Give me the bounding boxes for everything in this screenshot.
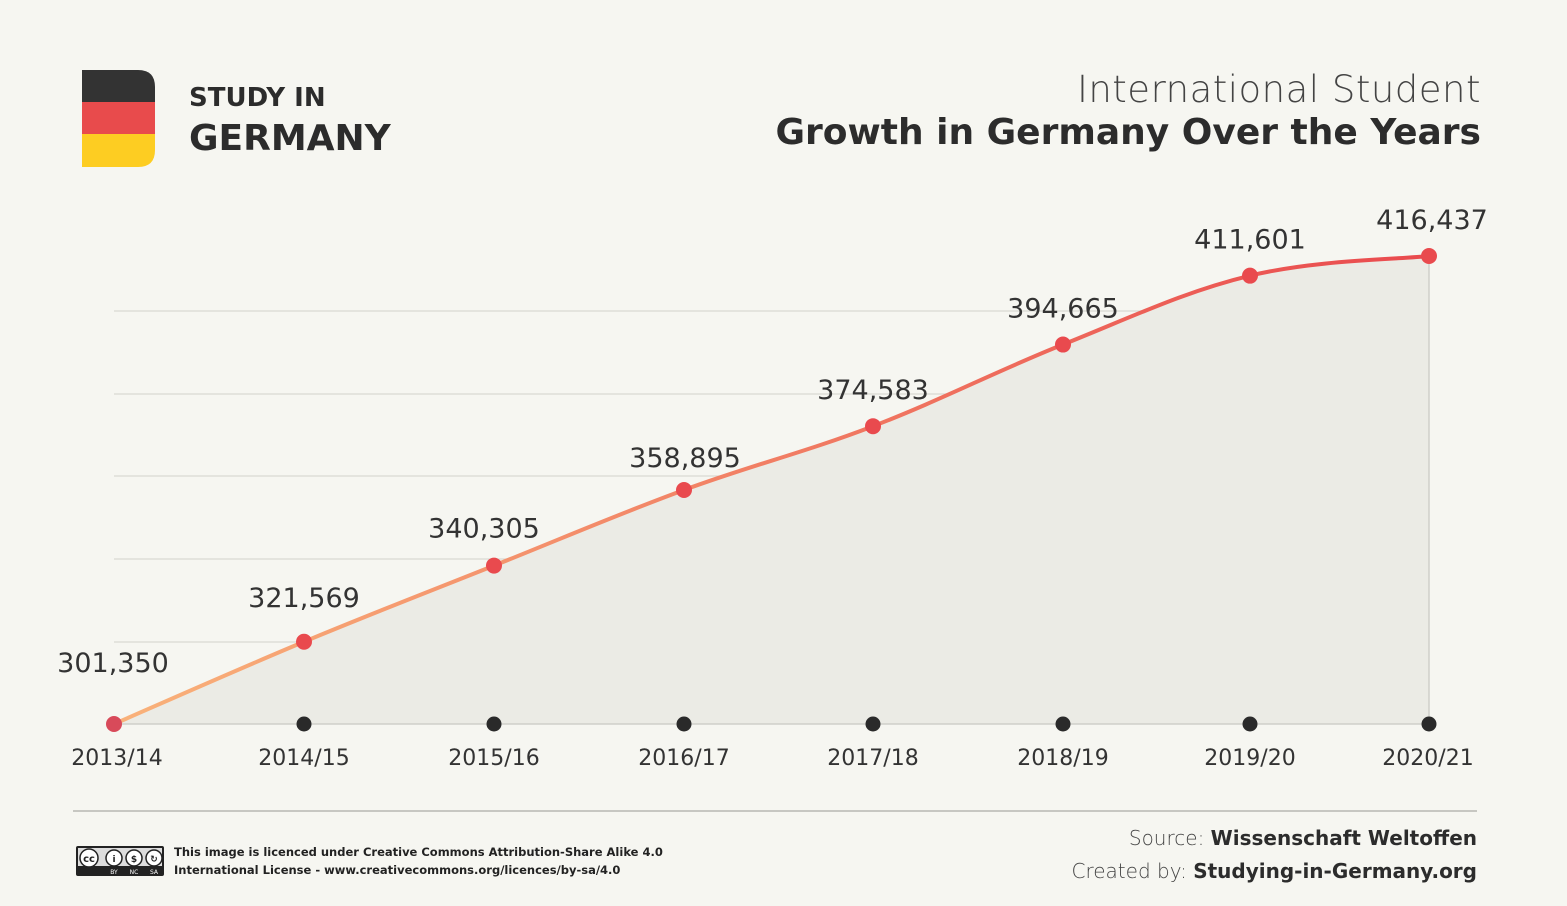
chart-area-fill — [114, 256, 1429, 724]
data-label: 416,437 — [1376, 205, 1488, 236]
data-point — [676, 481, 692, 498]
brand-line2: GERMANY — [189, 118, 391, 159]
source-value: Wissenschaft Weltoffen — [1210, 826, 1477, 850]
x-tick-label: 2020/21 — [1382, 746, 1473, 771]
x-tick-label: 2016/17 — [638, 746, 729, 771]
data-label: 411,601 — [1194, 225, 1306, 256]
footer-divider — [73, 810, 1477, 812]
data-point — [1421, 248, 1437, 264]
svg-text:$: $ — [131, 855, 137, 865]
svg-text:cc: cc — [83, 854, 95, 865]
source-line: Source: Wissenschaft Weltoffen — [1072, 822, 1477, 855]
data-label: 340,305 — [428, 514, 540, 545]
data-label: 321,569 — [248, 583, 360, 614]
license-line2: International License - www.creativecomm… — [174, 863, 621, 877]
data-label: 374,583 — [817, 375, 929, 406]
data-point — [1242, 267, 1258, 284]
data-point — [1055, 336, 1071, 353]
x-tick-label: 2014/15 — [258, 746, 349, 771]
data-point — [106, 716, 122, 732]
x-tick-label: 2013/14 — [71, 746, 162, 771]
x-tick-label: 2018/19 — [1017, 746, 1108, 771]
creative-commons-badge-icon: cc i $ ↻ BY NC SA — [76, 846, 164, 876]
x-axis-tick-dot — [486, 716, 502, 732]
x-axis-tick-dot — [1055, 716, 1071, 732]
data-point — [486, 557, 502, 574]
data-label: 394,665 — [1007, 294, 1119, 325]
data-label: 301,350 — [57, 648, 169, 679]
svg-text:i: i — [112, 855, 115, 865]
svg-text:BY: BY — [110, 869, 118, 876]
credits: Source: Wissenschaft Weltoffen Created b… — [1072, 822, 1478, 888]
created-line: Created by: Studying-in-Germany.org — [1072, 855, 1478, 888]
german-flag-icon — [82, 70, 155, 167]
data-point — [296, 633, 312, 650]
license-line1: This image is licenced under Creative Co… — [174, 845, 663, 859]
chart-title-line1: International Student — [1076, 68, 1481, 111]
x-tick-label: 2015/16 — [448, 746, 539, 771]
license-text: This image is licenced under Creative Co… — [174, 843, 663, 879]
x-axis-tick-dot — [1242, 716, 1258, 732]
x-tick-label: 2019/20 — [1204, 746, 1295, 771]
data-point — [865, 418, 881, 435]
series-line — [112, 254, 1431, 726]
svg-text:NC: NC — [130, 869, 139, 876]
created-value: Studying-in-Germany.org — [1193, 859, 1477, 883]
created-prefix: Created by: — [1071, 859, 1194, 883]
source-prefix: Source: — [1128, 826, 1211, 850]
x-tick-label: 2017/18 — [827, 746, 918, 771]
x-axis-tick-dot — [296, 716, 312, 732]
x-axis-tick-dot — [1421, 716, 1437, 732]
axes — [114, 256, 1430, 725]
data-label: 358,895 — [629, 443, 741, 474]
svg-text:SA: SA — [150, 869, 159, 876]
brand-line1: STUDY IN — [189, 83, 326, 113]
x-axis-tick-dot — [865, 716, 881, 732]
svg-text:↻: ↻ — [150, 855, 158, 865]
x-axis-tick-dot — [676, 716, 692, 732]
chart-title-line2: Growth in Germany Over the Years — [775, 112, 1481, 153]
